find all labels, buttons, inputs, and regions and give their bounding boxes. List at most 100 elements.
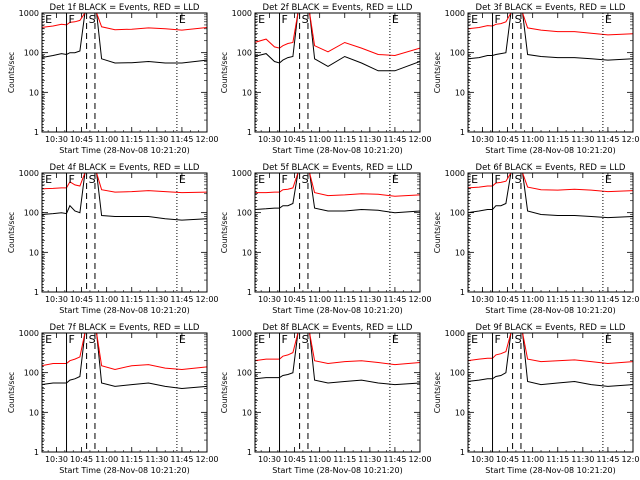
marker-label: E <box>471 173 478 186</box>
marker-label: F <box>69 333 75 346</box>
plot-frame <box>467 172 634 293</box>
x-axis-label: Start Time (28-Nov-08 10:21:20) <box>59 306 189 315</box>
lld-series-line <box>42 333 207 371</box>
panel-title: Det 8f BLACK = Events, RED = LLD <box>263 323 413 333</box>
marker-label: E <box>605 333 612 346</box>
x-tick-label: 10:30 <box>471 455 494 464</box>
x-tick-label: 11:15 <box>546 135 569 144</box>
x-tick-label: 11:45 <box>170 295 193 304</box>
x-tick-label: 12:00 <box>408 455 431 464</box>
plot-frame <box>254 172 421 293</box>
x-tick-label: 12:00 <box>621 455 640 464</box>
y-tick-label: 1000 <box>445 9 465 18</box>
panel-det-5f: Det 5f BLACK = Events, RED = LLD Counts/s… <box>220 163 432 315</box>
y-tick-label: 1000 <box>445 169 465 178</box>
marker-label: F <box>69 173 75 186</box>
x-tick-label: 11:45 <box>596 295 619 304</box>
x-tick-label: 11:00 <box>521 135 544 144</box>
events-series-line <box>468 333 633 387</box>
y-tick-label: 100 <box>237 49 252 58</box>
marker-label: F <box>282 173 288 186</box>
x-axis-label: Start Time (28-Nov-08 10:21:20) <box>59 466 189 475</box>
panel-title: Det 4f BLACK = Events, RED = LLD <box>50 163 200 173</box>
y-tick-label: 1000 <box>232 9 252 18</box>
x-tick-label: 11:45 <box>596 135 619 144</box>
x-tick-label: 11:30 <box>571 135 594 144</box>
x-tick-label: 11:00 <box>95 295 118 304</box>
y-tick-label: 1000 <box>232 329 252 338</box>
y-axis-label: Counts/sec <box>7 212 16 253</box>
x-axis-label: Start Time (28-Nov-08 10:21:20) <box>272 306 402 315</box>
y-axis-label: Counts/sec <box>433 372 442 413</box>
y-axis-label: Counts/sec <box>220 212 229 253</box>
y-tick-label: 100 <box>237 369 252 378</box>
marker-label: E <box>392 13 399 26</box>
x-tick-label: 11:15 <box>333 455 356 464</box>
marker-label: F <box>282 13 288 26</box>
x-tick-label: 11:15 <box>120 135 143 144</box>
y-tick-label: 1000 <box>445 329 465 338</box>
marker-label: E <box>179 13 186 26</box>
y-tick-label: 1 <box>247 448 252 457</box>
marker-label: S <box>515 13 522 26</box>
plot-frame <box>254 332 421 453</box>
marker-label: S <box>515 173 522 186</box>
x-tick-label: 11:45 <box>170 135 193 144</box>
marker-label: F <box>495 173 501 186</box>
x-tick-label: 10:30 <box>258 455 281 464</box>
y-axis-label: Counts/sec <box>433 212 442 253</box>
marker-label: E <box>45 333 52 346</box>
lld-series-line <box>255 13 420 57</box>
x-tick-label: 10:45 <box>283 295 306 304</box>
x-tick-label: 10:45 <box>496 295 519 304</box>
x-tick-label: 11:30 <box>571 295 594 304</box>
x-tick-label: 11:45 <box>383 295 406 304</box>
x-tick-label: 11:45 <box>170 455 193 464</box>
lld-series-line <box>468 333 633 365</box>
x-tick-label: 12:00 <box>621 295 640 304</box>
panel-det-9f: Det 9f BLACK = Events, RED = LLD Counts/s… <box>433 323 640 475</box>
plot-frame <box>254 12 421 133</box>
lld-series-line <box>468 13 633 36</box>
x-tick-label: 10:45 <box>283 135 306 144</box>
x-axis-label: Start Time (28-Nov-08 10:21:20) <box>485 466 615 475</box>
x-axis-label: Start Time (28-Nov-08 10:21:20) <box>272 146 402 155</box>
y-tick-label: 1 <box>460 288 465 297</box>
y-tick-label: 100 <box>24 49 39 58</box>
marker-label: S <box>89 13 96 26</box>
panel-title: Det 2f BLACK = Events, RED = LLD <box>263 3 413 13</box>
x-tick-label: 11:30 <box>358 135 381 144</box>
x-tick-label: 12:00 <box>195 455 218 464</box>
events-series-line <box>255 13 420 72</box>
x-tick-label: 10:45 <box>496 455 519 464</box>
lld-series-line <box>42 13 207 31</box>
x-tick-label: 10:30 <box>471 135 494 144</box>
x-tick-label: 11:30 <box>145 295 168 304</box>
x-tick-label: 11:15 <box>120 295 143 304</box>
marker-label: S <box>515 333 522 346</box>
y-tick-label: 10 <box>29 408 39 417</box>
marker-label: F <box>282 333 288 346</box>
x-tick-label: 11:00 <box>308 135 331 144</box>
marker-label: E <box>392 333 399 346</box>
lld-series-line <box>255 333 420 366</box>
lld-series-line <box>255 173 420 197</box>
x-tick-label: 11:00 <box>308 455 331 464</box>
panel-title: Det 9f BLACK = Events, RED = LLD <box>476 323 626 333</box>
x-tick-label: 10:30 <box>45 295 68 304</box>
x-tick-label: 11:30 <box>571 455 594 464</box>
x-tick-label: 10:30 <box>45 455 68 464</box>
x-tick-label: 11:00 <box>308 295 331 304</box>
x-tick-label: 11:00 <box>521 295 544 304</box>
x-tick-label: 10:45 <box>283 455 306 464</box>
x-tick-label: 12:00 <box>408 135 431 144</box>
x-tick-label: 11:15 <box>333 135 356 144</box>
events-series-line <box>468 13 633 61</box>
x-axis-label: Start Time (28-Nov-08 10:21:20) <box>272 466 402 475</box>
panel-det-1f: Det 1f BLACK = Events, RED = LLD Counts/s… <box>7 3 219 155</box>
y-axis-label: Counts/sec <box>220 52 229 93</box>
x-tick-label: 10:45 <box>496 135 519 144</box>
marker-label: E <box>179 173 186 186</box>
x-tick-label: 11:30 <box>358 295 381 304</box>
